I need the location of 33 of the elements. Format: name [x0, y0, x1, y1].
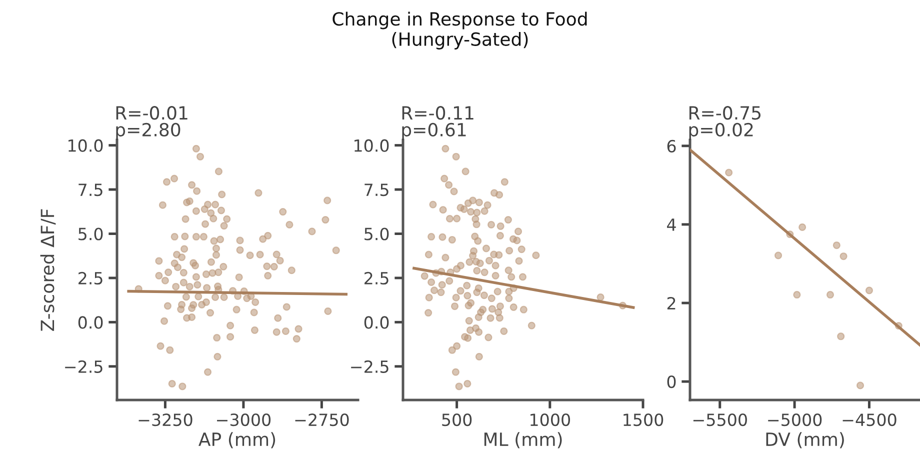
- y-tick-label: 2.5: [364, 272, 388, 285]
- chart-subtitle: R=-0.11 p=0.61: [402, 106, 474, 140]
- y-tick-label: 7.5: [364, 184, 388, 196]
- chart-subtitle: R=-0.75 p=0.02: [689, 106, 761, 140]
- x-tick-label: −5000: [768, 413, 822, 426]
- y-tick-label: 0.0: [78, 316, 103, 329]
- x-tick-label: −4500: [842, 413, 896, 426]
- y-tick-label: 2.5: [78, 272, 102, 285]
- chart-subtitle: R=-0.01 p=2.80: [116, 106, 188, 140]
- y-tick-label: 2: [667, 296, 676, 310]
- x-axis-title: ML (mm): [484, 432, 562, 448]
- y-tick-label: 5.0: [364, 228, 389, 240]
- y-tick-label: 7.5: [78, 184, 102, 196]
- x-axis-title: AP (mm): [198, 432, 276, 448]
- y-tick-label: 0: [667, 376, 676, 388]
- x-tick-label: −3250: [138, 413, 192, 426]
- y-tick-label: 10.0: [354, 139, 389, 152]
- x-tick-label: 1500: [624, 413, 664, 426]
- x-tick-label: −5500: [693, 413, 747, 426]
- x-tick-label: −2750: [295, 413, 349, 426]
- y-tick-label: 4: [667, 218, 676, 231]
- x-tick-label: 500: [442, 413, 472, 426]
- y-tick-label: 6: [667, 140, 676, 152]
- y-tick-label: −2.5: [351, 360, 388, 373]
- chart-title: Change in Response to Food (Hungry-Sated): [332, 12, 587, 50]
- x-tick-label: −3000: [217, 413, 271, 426]
- x-axis-title: DV (mm): [766, 432, 844, 448]
- y-tick-label: 10.0: [68, 139, 103, 152]
- y-tick-label: 0.0: [364, 316, 389, 329]
- y-tick-label: 5.0: [78, 228, 103, 240]
- y-tick-label: −2.5: [65, 360, 102, 373]
- y-axis-title: Z-scored ΔF/F: [40, 209, 56, 331]
- x-tick-label: 1000: [530, 413, 570, 426]
